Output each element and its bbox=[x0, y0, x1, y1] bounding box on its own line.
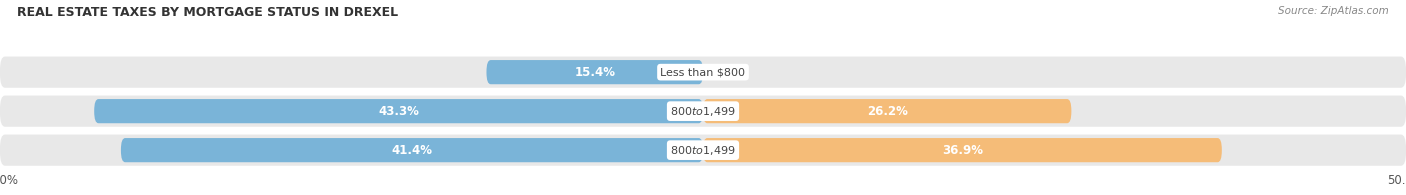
Text: 43.3%: 43.3% bbox=[378, 105, 419, 118]
Text: 26.2%: 26.2% bbox=[866, 105, 908, 118]
FancyBboxPatch shape bbox=[0, 135, 1406, 166]
FancyBboxPatch shape bbox=[486, 60, 703, 84]
Text: REAL ESTATE TAXES BY MORTGAGE STATUS IN DREXEL: REAL ESTATE TAXES BY MORTGAGE STATUS IN … bbox=[17, 6, 398, 19]
Text: $800 to $1,499: $800 to $1,499 bbox=[671, 105, 735, 118]
Text: 36.9%: 36.9% bbox=[942, 144, 983, 157]
FancyBboxPatch shape bbox=[703, 99, 1071, 123]
FancyBboxPatch shape bbox=[0, 57, 1406, 88]
FancyBboxPatch shape bbox=[94, 99, 703, 123]
Text: $800 to $1,499: $800 to $1,499 bbox=[671, 144, 735, 157]
Text: Source: ZipAtlas.com: Source: ZipAtlas.com bbox=[1278, 6, 1389, 16]
Text: 15.4%: 15.4% bbox=[574, 66, 616, 79]
Text: Less than $800: Less than $800 bbox=[661, 67, 745, 77]
FancyBboxPatch shape bbox=[121, 138, 703, 162]
FancyBboxPatch shape bbox=[703, 138, 1222, 162]
Text: 41.4%: 41.4% bbox=[391, 144, 433, 157]
FancyBboxPatch shape bbox=[0, 96, 1406, 127]
